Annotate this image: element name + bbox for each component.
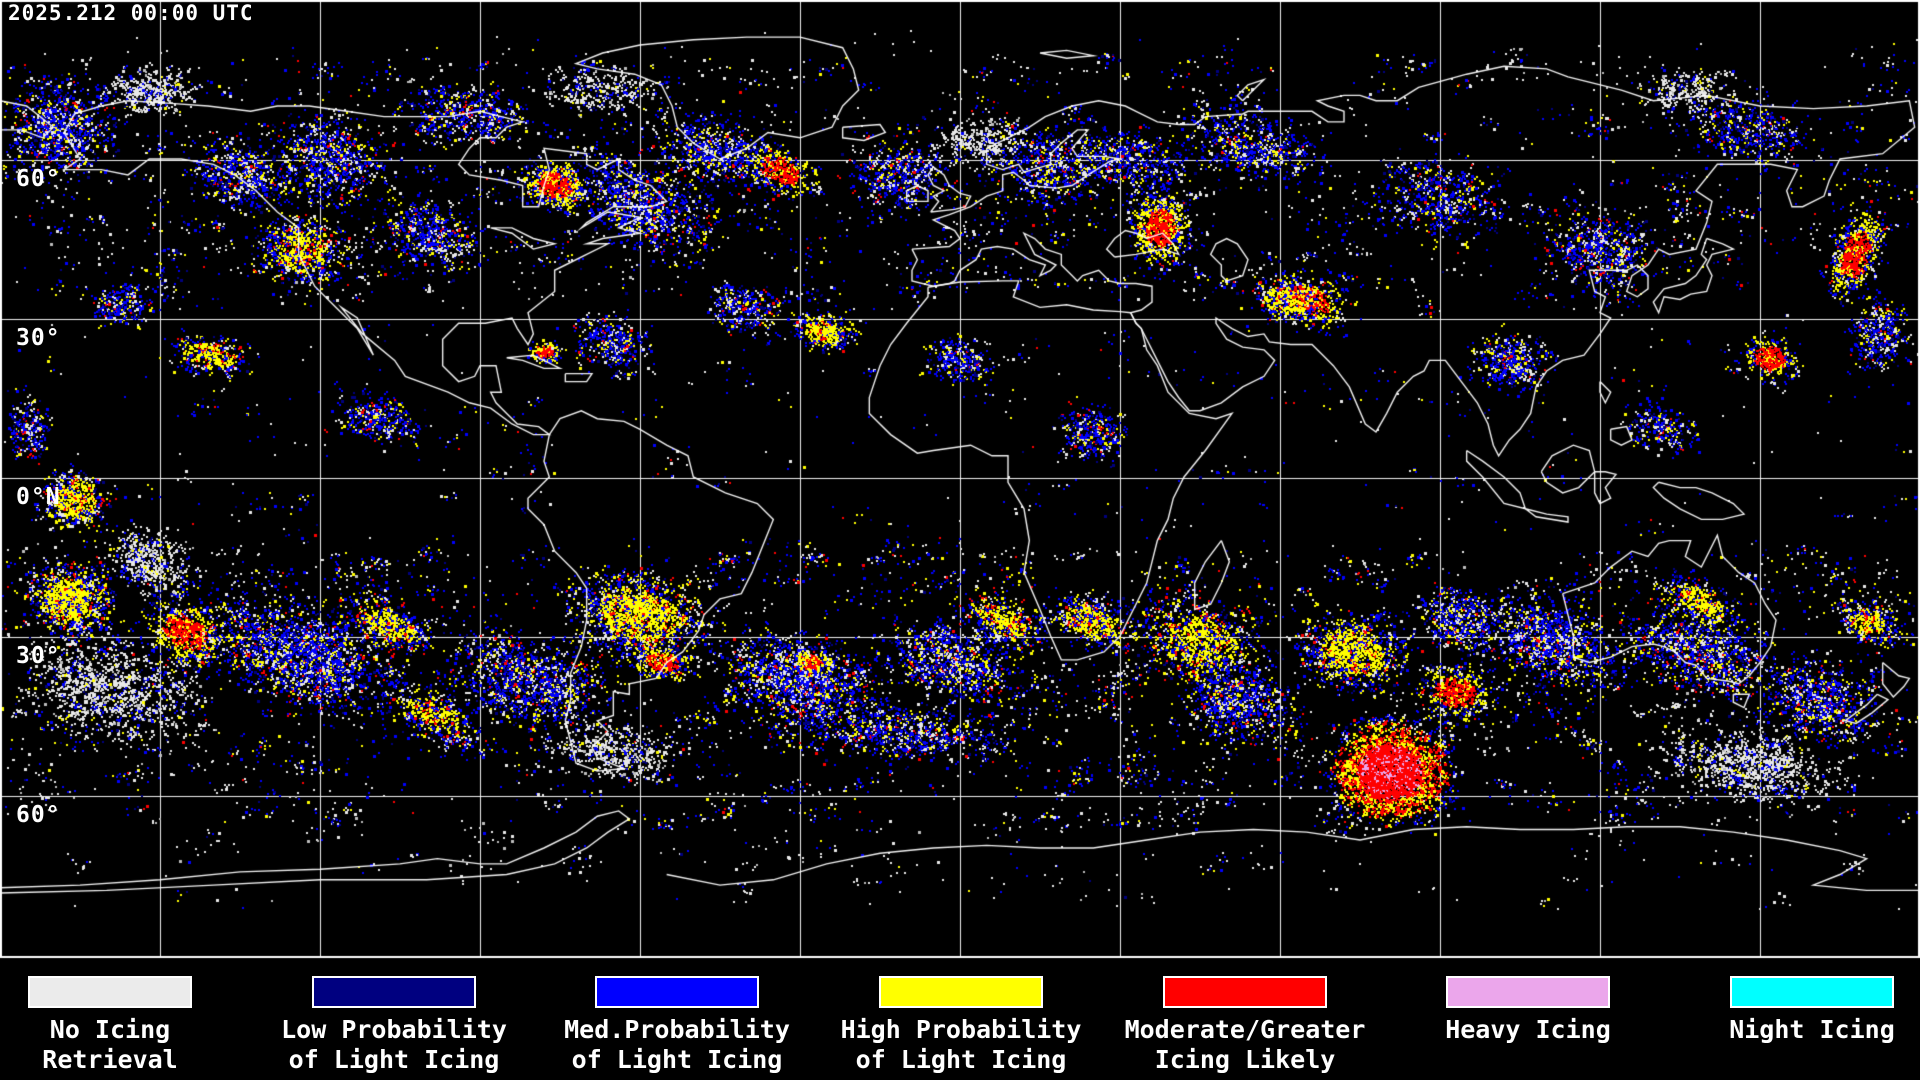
legend-swatch-moderate-greater — [1163, 976, 1327, 1008]
legend-bar: No Icing Retrieval Low Probability of Ligh… — [0, 960, 1920, 1080]
legend-item-low-prob: Low Probability of Light Icing — [254, 976, 534, 1075]
legend-swatch-high-prob — [879, 976, 1043, 1008]
legend-label-high-prob: High Probability of Light Icing — [840, 1015, 1082, 1074]
legend-label-low-prob: Low Probability of Light Icing — [281, 1015, 507, 1074]
legend-swatch-med-prob — [595, 976, 759, 1008]
legend-item-med-prob: Med.Probability of Light Icing — [537, 976, 817, 1075]
legend-item-high-prob: High Probability of Light Icing — [821, 976, 1101, 1075]
legend-item-moderate-greater: Moderate/Greater Icing Likely — [1105, 976, 1385, 1075]
legend-item-heavy-icing: Heavy Icing — [1388, 976, 1668, 1045]
legend-label-med-prob: Med.Probability of Light Icing — [564, 1015, 790, 1074]
world-icing-map: 2025.212 00:00 UTC 60° 30° 0°N 30° 60° — [0, 0, 1920, 960]
latitude-label-30n: 30° — [16, 325, 61, 351]
timestamp-label: 2025.212 00:00 UTC — [8, 1, 254, 25]
legend-label-moderate-greater: Moderate/Greater Icing Likely — [1124, 1015, 1366, 1074]
world-map-canvas — [0, 0, 1920, 960]
latitude-label-60s: 60° — [16, 802, 61, 828]
legend-swatch-no-icing — [28, 976, 192, 1008]
legend-label-heavy-icing: Heavy Icing — [1445, 1015, 1611, 1044]
legend-swatch-low-prob — [312, 976, 476, 1008]
legend-item-night-icing: Night Icing — [1672, 976, 1920, 1045]
latitude-label-60n: 60° — [16, 166, 61, 192]
legend-swatch-night-icing — [1730, 976, 1894, 1008]
latitude-label-30s: 30° — [16, 643, 61, 669]
latitude-label-equator: 0°N — [16, 484, 61, 510]
legend-label-no-icing: No Icing Retrieval — [42, 1015, 178, 1074]
legend-label-night-icing: Night Icing — [1729, 1015, 1895, 1044]
legend-swatch-heavy-icing — [1446, 976, 1610, 1008]
legend-item-no-icing: No Icing Retrieval — [0, 976, 250, 1075]
